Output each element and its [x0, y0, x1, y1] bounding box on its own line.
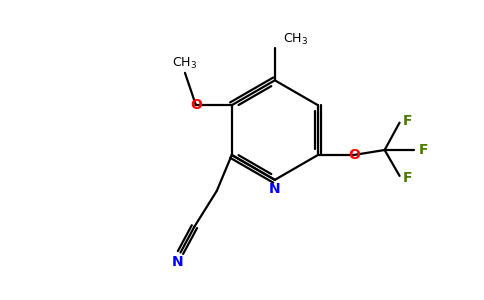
Text: F: F	[402, 171, 412, 185]
Text: F: F	[419, 143, 428, 157]
Text: O: O	[348, 148, 360, 162]
Text: F: F	[402, 114, 412, 128]
Text: N: N	[172, 255, 184, 269]
Text: CH$_3$: CH$_3$	[172, 56, 197, 71]
Text: N: N	[269, 182, 281, 196]
Text: O: O	[190, 98, 202, 112]
Text: CH$_3$: CH$_3$	[283, 32, 308, 47]
